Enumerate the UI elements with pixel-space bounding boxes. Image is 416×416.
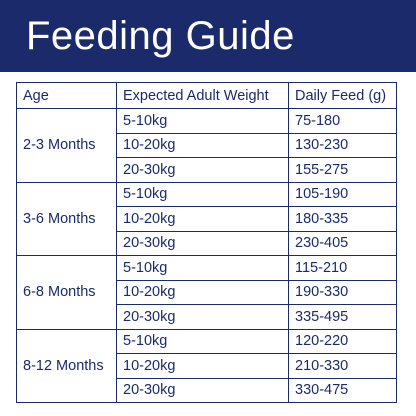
weight-cell: 10-20kg	[116, 206, 289, 232]
weight-cell: 20-30kg	[116, 377, 289, 403]
weight-cell: 5-10kg	[116, 255, 289, 281]
age-cell: 3-6 Months	[16, 181, 117, 256]
feed-cell: 155-275	[288, 157, 397, 183]
weight-cell: 5-10kg	[116, 328, 289, 354]
table-header-row: Age Expected Adult Weight Daily Feed (g)	[16, 82, 397, 109]
header-daily-feed: Daily Feed (g)	[288, 82, 397, 109]
table-row: 20-30kg 230-405	[17, 230, 397, 256]
page-title: Feeding Guide	[26, 14, 295, 58]
table-row: 10-20kg 210-330	[17, 353, 397, 379]
weight-cell: 20-30kg	[116, 304, 289, 330]
weight-cell: 20-30kg	[116, 157, 289, 183]
weight-cell: 10-20kg	[116, 279, 289, 305]
age-cell: 6-8 Months	[16, 255, 117, 330]
header-banner: Feeding Guide	[0, 0, 416, 72]
feed-cell: 190-330	[288, 279, 397, 305]
table-row: 2-3 Months 5-10kg 75-180	[16, 108, 397, 183]
header-expected-adult-weight: Expected Adult Weight	[116, 82, 289, 109]
feed-cell: 180-335	[288, 206, 397, 232]
table-row: 10-20kg 190-330	[17, 279, 397, 305]
table-row: 10-20kg 130-230	[17, 132, 397, 158]
feed-cell: 210-330	[288, 353, 397, 379]
weight-cell: 20-30kg	[116, 230, 289, 256]
feed-cell: 105-190	[288, 181, 397, 207]
header-age: Age	[16, 82, 117, 109]
weight-cell: 10-20kg	[116, 132, 289, 158]
table-row: 20-30kg 155-275	[17, 157, 397, 183]
table-row: 10-20kg 180-335	[17, 206, 397, 232]
feed-cell: 130-230	[288, 132, 397, 158]
weight-cell: 10-20kg	[116, 353, 289, 379]
weight-cell: 5-10kg	[116, 108, 289, 134]
table-row: 3-6 Months 5-10kg 105-190	[16, 181, 397, 256]
feed-cell: 230-405	[288, 230, 397, 256]
feed-cell: 120-220	[288, 328, 397, 354]
feeding-guide-table: Age Expected Adult Weight Daily Feed (g)…	[16, 82, 397, 403]
feed-cell: 335-495	[288, 304, 397, 330]
feed-cell: 330-475	[288, 377, 397, 403]
table-row: 20-30kg 335-495	[17, 304, 397, 330]
table-row: 20-30kg 330-475	[17, 377, 397, 403]
table-row: 6-8 Months 5-10kg 115-210	[16, 255, 397, 330]
feed-cell: 75-180	[288, 108, 397, 134]
feed-cell: 115-210	[288, 255, 397, 281]
age-cell: 2-3 Months	[16, 108, 117, 183]
age-cell: 8-12 Months	[16, 328, 117, 403]
table-row: 8-12 Months 5-10kg 120-220	[16, 328, 397, 403]
weight-cell: 5-10kg	[116, 181, 289, 207]
